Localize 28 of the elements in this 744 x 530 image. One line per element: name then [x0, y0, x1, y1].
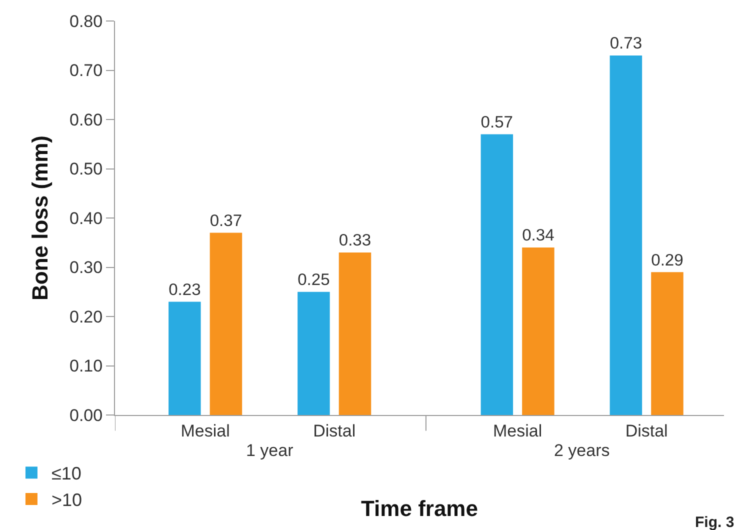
legend-label: >10	[51, 490, 82, 510]
y-tick-label: 0.60	[70, 110, 103, 130]
y-tick-label: 0.40	[70, 208, 103, 228]
y-tick-label: 0.20	[70, 307, 103, 326]
x-tick-label: Mesial	[492, 421, 542, 440]
data-label: 0.29	[651, 250, 684, 270]
y-tick-label: 0.70	[70, 61, 103, 80]
data-label: 0.57	[480, 112, 514, 132]
data-label: 0.23	[168, 280, 201, 299]
x-tick-label: Distal	[625, 421, 668, 440]
text: 1 year	[246, 441, 294, 460]
data-label: 0.33	[338, 230, 372, 250]
text: 2 years	[554, 441, 610, 460]
data-label: 0.37	[210, 210, 242, 230]
y-tick-label: 0.80	[70, 12, 103, 31]
caption: Fig. 3	[695, 514, 734, 530]
data-label: 0.34	[522, 226, 554, 245]
data-label: 0.73	[610, 34, 642, 53]
x-axis-title: Time frame	[361, 496, 478, 521]
x-tick-label: Mesial	[180, 421, 230, 440]
data-label: 0.25	[298, 270, 330, 289]
legend-label: ≤10	[51, 464, 82, 484]
y-axis-title: Bone loss (mm)	[27, 135, 52, 301]
x-tick-label: Distal	[313, 421, 356, 440]
y-tick-label: 0.30	[70, 258, 103, 278]
y-tick-label: 0.00	[70, 406, 103, 425]
y-tick-label: 0.10	[70, 356, 103, 376]
y-tick-label: 0.50	[70, 160, 103, 179]
